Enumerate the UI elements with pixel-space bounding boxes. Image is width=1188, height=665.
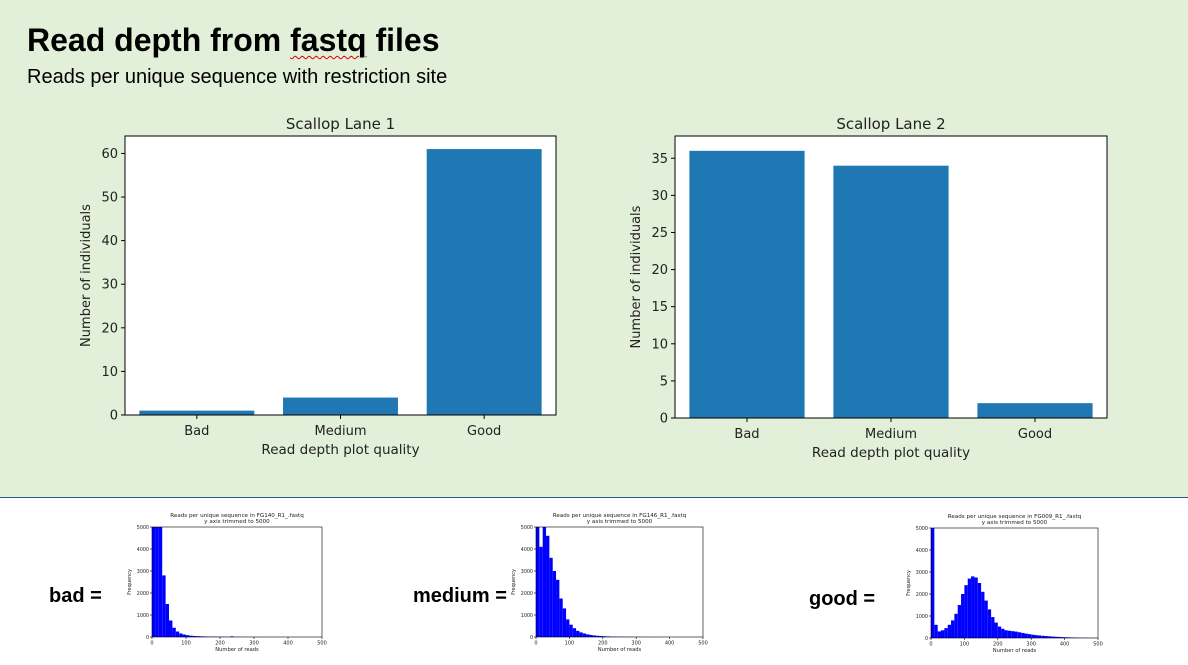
page-subtitle: Reads per unique sequence with restricti…	[27, 66, 448, 88]
hist-label-medium: medium =	[413, 585, 507, 607]
bottom-panel	[0, 498, 1188, 665]
hist-label-bad: bad =	[49, 585, 102, 607]
section-divider	[0, 497, 1188, 498]
title-squiggle-word: fastq	[290, 22, 367, 58]
title-prefix: Read depth from	[27, 22, 291, 58]
page-title: Read depth from fastq files	[27, 22, 440, 59]
hist-label-good: good =	[809, 588, 876, 610]
title-suffix: files	[366, 22, 440, 58]
